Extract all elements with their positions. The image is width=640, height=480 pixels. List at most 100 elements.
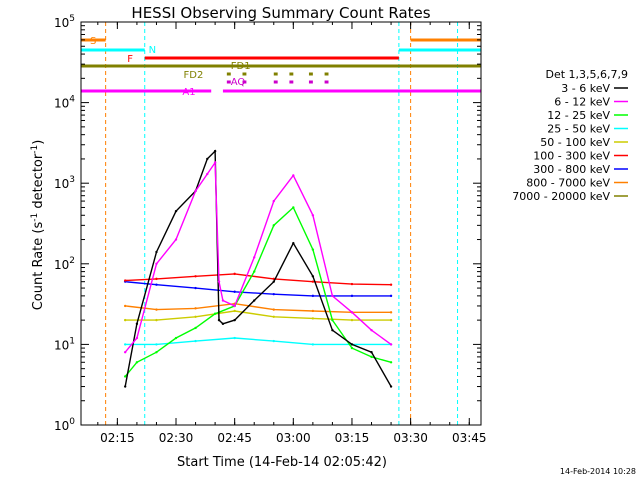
x-tick-label-5: 03:30: [393, 431, 428, 445]
series-0-point-17: [389, 385, 393, 388]
series-4-point-5: [311, 317, 315, 320]
series-5-point-6: [350, 282, 354, 286]
series-0-point-9: [233, 318, 236, 322]
legend-label-8: 7000 - 20000 keV: [512, 190, 610, 203]
series-6-point-7: [389, 294, 393, 298]
series-0-point-8: [221, 322, 225, 326]
series-7-point-7: [389, 311, 393, 314]
series-2-point-14: [389, 361, 393, 364]
series-1-point-3: [174, 238, 178, 241]
x-tick-label-0: 02:15: [100, 431, 135, 445]
series-3-point-0: [123, 343, 127, 346]
series-2-point-9: [292, 206, 295, 209]
series-line-1: [124, 160, 392, 353]
chart-title: HESSI Observing Summary Count Rates: [131, 4, 430, 22]
y-axis-label: Count Rate (s-1 detector-1): [30, 140, 46, 311]
x-tick-label-3: 03:00: [276, 431, 311, 445]
x-tick-label-2: 02:45: [217, 431, 252, 445]
series-6-point-2: [194, 286, 197, 290]
series-3-point-5: [311, 343, 315, 346]
y-axis-label-end: ): [31, 140, 46, 145]
series-5-point-5: [311, 280, 315, 283]
legend-label-6: 300 - 800 keV: [533, 163, 610, 176]
series-7-point-4: [272, 308, 275, 311]
y-axis-label-sup2: -1: [30, 145, 40, 154]
series-6-point-3: [233, 290, 236, 293]
series-0-point-13: [311, 275, 315, 278]
y-tick-label-5: 105: [54, 14, 75, 30]
series-2-point-11: [331, 318, 334, 322]
series-3-point-3: [233, 336, 236, 340]
series-0-point-15: [350, 343, 354, 346]
series-line-3: [125, 337, 392, 346]
series-4-point-0: [123, 318, 127, 322]
plot-area: S N F FD1 FD2 AQ A1: [81, 22, 481, 425]
y-axis-label-mid: detector: [31, 153, 46, 213]
series-0-point-7: [217, 318, 221, 322]
series-4-point-7: [389, 318, 393, 322]
series-line-6: [125, 281, 392, 297]
footer-date: 14-Feb-2014 10:28: [560, 467, 636, 476]
series-2-point-4: [194, 326, 197, 330]
y-axis-label-base: Count Rate (s: [31, 222, 46, 311]
series-3-point-4: [272, 339, 275, 343]
x-tick-label-6: 03:45: [452, 431, 487, 445]
series-4-point-2: [194, 315, 197, 319]
y-tick-label-4: 104: [54, 95, 75, 111]
series-0-point-10: [253, 299, 256, 302]
series-0-point-14: [331, 329, 334, 332]
flag-label-s: S: [90, 36, 96, 47]
series-6-point-1: [155, 283, 158, 286]
series-0-point-12: [292, 242, 295, 245]
series-5-point-2: [194, 275, 197, 278]
series-2-point-3: [174, 336, 178, 340]
series-1-point-6: [213, 161, 217, 164]
y-tick-label-0: 100: [54, 417, 75, 433]
legend-label-0: 3 - 6 keV: [561, 82, 610, 95]
series-4-point-1: [155, 318, 158, 322]
series-1-point-15: [350, 311, 354, 314]
series-1-point-12: [292, 174, 295, 177]
series-line-0: [124, 149, 392, 387]
series-0-point-6: [213, 149, 217, 153]
y-tick-label-3: 103: [54, 175, 75, 191]
series-2-point-1: [135, 361, 139, 364]
legend-label-5: 100 - 300 keV: [533, 150, 610, 163]
x-axis-label: Start Time (14-Feb-14 02:05:42): [177, 455, 387, 470]
series-line-7: [125, 302, 392, 313]
series-0-point-5: [206, 157, 209, 161]
series-2-point-5: [213, 312, 217, 315]
series-2-point-0: [123, 375, 127, 378]
series-0-point-11: [272, 280, 275, 283]
series-1-point-10: [253, 256, 256, 259]
y-tick-label-1: 101: [54, 336, 75, 352]
series-5-point-3: [233, 272, 236, 276]
flag-label-fd1: FD1: [231, 61, 251, 72]
series-0-point-3: [174, 209, 178, 213]
series-2-point-13: [370, 355, 373, 359]
x-tick-label-1: 02:30: [159, 431, 194, 445]
series-3-point-1: [155, 343, 158, 346]
series-7-point-5: [311, 309, 315, 313]
series-1-point-9: [233, 304, 236, 308]
series-1-point-16: [370, 329, 373, 332]
series-1-point-17: [389, 343, 393, 346]
axis-ticks: 02:15 02:30 02:45 03:00 03:15 03:30 03:45 100 10…: [54, 14, 487, 445]
series-5-point-1: [155, 277, 158, 281]
series-1-point-0: [123, 351, 127, 354]
series-1-point-11: [272, 199, 275, 203]
legend-label-2: 12 - 25 keV: [547, 109, 610, 122]
y-axis-label-sup1: -1: [30, 213, 40, 222]
series-6-point-5: [311, 294, 315, 298]
legend-title: Det 1,3,5,6,7,9: [545, 68, 628, 81]
series-line-4: [125, 310, 392, 321]
series-4-point-6: [350, 318, 354, 322]
series-1-point-4: [194, 189, 197, 193]
series-0-point-2: [155, 250, 158, 254]
x-tick-label-4: 03:15: [335, 431, 370, 445]
series-2-point-12: [350, 346, 354, 350]
series-5-point-0: [123, 279, 127, 282]
series-3-point-2: [194, 339, 197, 343]
